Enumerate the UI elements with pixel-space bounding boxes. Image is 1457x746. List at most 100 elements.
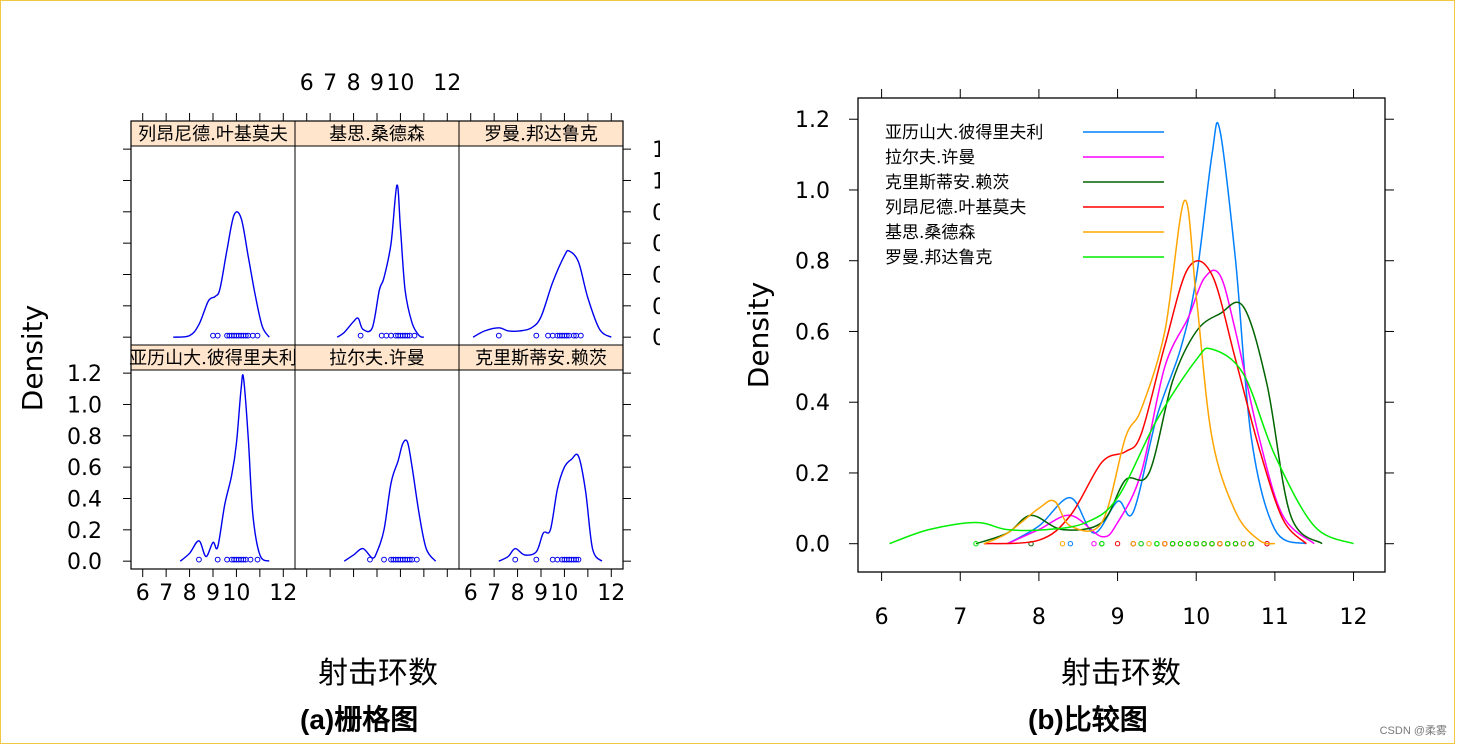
legend-label: 克里斯蒂安.赖茨 [885,173,1009,193]
density-line [472,249,612,338]
rug-point [1099,541,1105,547]
rug-point [1201,541,1207,547]
rug-point [1169,541,1176,547]
x-tick-label: 10 [386,71,414,96]
x-tick-label: 12 [597,581,625,606]
y-tick-label: 0.2 [795,462,830,487]
y-tick-label: 0.6 [652,232,660,257]
rug-point [1185,541,1192,547]
rug-point [1209,541,1215,547]
rug-point [1154,541,1160,547]
rug-point [1232,541,1239,547]
rug-point [240,556,247,563]
x-tick-label: 8 [347,71,361,96]
rug-point [210,332,216,339]
x-tick-label: 11 [1261,605,1289,630]
y-tick-label: 0.8 [652,201,660,226]
rug-point [214,332,221,339]
comparison-density-chart: 6 7 8 9 10 11 12 0.0 0.2 0.4 0.6 0.8 1.0 1.2 亚历山大.彼得里夫… [742,89,1394,690]
x-tick-label: 12 [269,581,297,606]
legend-label: 列昂尼德.叶基莫夫 [885,198,1026,218]
x-tick-label: 7 [159,581,173,606]
density-line-6 [889,347,1354,545]
rug-point [549,332,556,339]
y-tick-label: 0.0 [795,533,830,558]
y-tick-label: 1.0 [67,393,102,418]
rug-point [1114,541,1121,547]
rug-point [247,556,254,563]
density-line-2 [1007,269,1315,545]
rug-point [388,332,394,339]
rug-point [357,332,364,339]
y-tick-label: 0.2 [67,519,102,544]
x-tick-label: 10 [1182,605,1210,630]
x-tick-label: 6 [875,605,889,630]
rug-point [411,332,418,339]
caption-left-text: 栅格图 [334,703,419,736]
rug-point [1177,541,1184,547]
rug-point [1193,541,1199,547]
y-tick-label: 0.6 [67,456,102,481]
x-tick-label: 8 [511,581,525,606]
caption-right-text: 比较图 [1063,703,1148,736]
rug-point [378,332,385,339]
rug-point [495,332,502,339]
panel-strip-label: 拉尔夫.许曼 [329,348,425,369]
rug-point [367,556,373,563]
caption-left: (a)栅格图 [300,698,418,738]
legend-label: 基思.桑德森 [885,223,975,243]
panel-strip-label: 基思.桑德森 [329,124,425,145]
density-line-4 [983,260,1307,545]
x-tick-label: 8 [183,581,197,606]
rug-point [249,332,256,339]
density-line-3 [975,301,1323,545]
watermark: CSDN @柔雾 [1379,725,1447,737]
panel-strip [458,344,624,371]
y-axis-label: Density [16,305,49,411]
rug-point [1224,541,1231,547]
rug-point [1248,541,1254,547]
x-tick-label: 6 [464,581,478,606]
rug-point [554,556,561,563]
density-line [343,439,437,562]
x-tick-label: 12 [433,71,461,96]
panel-strip-label: 亚历山大.彼得里夫利 [129,348,297,369]
rug-point [1130,541,1136,547]
rug-point [545,332,551,339]
rug-point [242,332,249,339]
panel-strip-label: 克里斯蒂安.赖茨 [475,348,607,369]
y-axis-label: Density [742,282,775,388]
y-tick-label: 0.0 [67,550,102,575]
x-axis-label: 射击环数 [318,656,438,690]
density-line [498,453,603,562]
rug-point [1059,541,1066,547]
density-line-1 [1007,121,1307,545]
caption-right: (b)比较图 [1028,698,1148,738]
y-tick-label: 0.8 [795,250,830,275]
x-tick-label: 6 [136,581,150,606]
x-tick-label: 10 [222,581,250,606]
x-tick-label: 9 [1111,605,1125,630]
x-tick-label: 9 [370,71,384,96]
rug-point [577,332,584,339]
rug-point [563,332,570,339]
rug-point [413,556,420,563]
legend-label: 罗曼.邦达鲁克 [885,248,992,268]
rug-point [570,332,577,339]
rug-point [973,541,979,547]
rug-point [549,556,556,563]
rug-point [1146,541,1152,547]
plot-frame [857,97,1386,573]
density-line-5 [983,199,1276,545]
caption-right-prefix: (b) [1028,704,1064,735]
rug-point [1240,541,1247,547]
y-tick-label: 0.6 [795,320,830,345]
density-line [173,211,270,338]
x-tick-label: 10 [550,581,578,606]
x-axis-label: 射击环数 [1061,656,1181,690]
x-tick-label: 6 [300,71,314,96]
panel-strip-label: 列昂尼德.叶基莫夫 [138,124,288,145]
x-tick-label: 7 [953,605,967,630]
